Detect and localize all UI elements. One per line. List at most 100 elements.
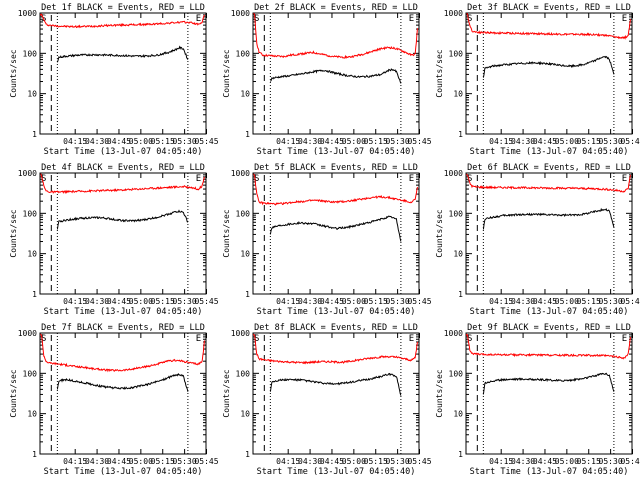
y-tick-label: 1000	[444, 9, 463, 18]
y-tick-label: 100	[23, 209, 38, 218]
y-tick-label: 1000	[231, 169, 250, 178]
y-tick-label: 1000	[444, 169, 463, 178]
x-tick-label: 05:30	[173, 137, 197, 146]
lld-series-line	[466, 13, 631, 40]
x-tick-label: 04:30	[511, 457, 535, 466]
events-series-line	[56, 209, 189, 230]
events-series-line	[269, 215, 402, 242]
x-tick-label: 05:30	[599, 297, 623, 306]
x-tick-label: 04:30	[85, 137, 109, 146]
x-tick-label: 05:00	[342, 297, 366, 306]
plot-frame	[465, 172, 633, 295]
x-tick-label: 05:30	[173, 297, 197, 306]
x-tick-label: 05:45	[194, 297, 218, 306]
end-marker: E	[622, 174, 627, 184]
x-tick-label: 04:15	[63, 137, 87, 146]
x-tick-label: 05:15	[364, 137, 388, 146]
x-tick-label: 05:15	[151, 297, 175, 306]
lld-series-line	[253, 173, 418, 206]
x-tick-label: 04:45	[107, 297, 131, 306]
x-tick-label: 04:45	[533, 457, 557, 466]
x-tick-label: 05:30	[599, 137, 623, 146]
y-tick-label: 10	[453, 250, 463, 259]
x-tick-label: 05:00	[555, 137, 579, 146]
plot-frame	[252, 332, 420, 455]
detector-panel: Det 3f BLACK = Events, RED = LLD 1 10 100 10…	[435, 3, 640, 157]
y-tick-label: 10	[453, 410, 463, 419]
detector-panel: Det 4f BLACK = Events, RED = LLD 1 10 100 10…	[9, 163, 219, 317]
events-series-line	[482, 372, 615, 395]
start-marker: S	[254, 334, 259, 344]
y-tick-label: 1	[458, 450, 463, 459]
y-tick-label: 1	[245, 450, 250, 459]
y-tick-label: 1000	[231, 329, 250, 338]
x-tick-label: 04:15	[63, 457, 87, 466]
x-axis-label: Start Time (13-Jul-07 04:05:40)	[470, 147, 629, 157]
panel-title: Det 1f BLACK = Events, RED = LLD	[41, 3, 205, 13]
plot-frame	[39, 332, 207, 455]
y-tick-label: 1	[458, 290, 463, 299]
detector-panel: Det 7f BLACK = Events, RED = LLD 1 10 100 10…	[9, 323, 219, 477]
y-tick-label: 10	[453, 90, 463, 99]
events-series-line	[482, 55, 615, 78]
events-series-line	[56, 372, 189, 392]
x-tick-label: 04:30	[85, 297, 109, 306]
y-tick-label: 10	[27, 250, 37, 259]
x-tick-label: 04:45	[107, 137, 131, 146]
start-marker: S	[254, 174, 259, 184]
y-tick-label: 100	[449, 209, 464, 218]
y-axis-label: Counts/sec	[9, 209, 18, 257]
x-tick-label: 04:30	[511, 137, 535, 146]
y-tick-label: 10	[27, 410, 37, 419]
x-tick-label: 04:15	[276, 137, 300, 146]
x-tick-label: 05:15	[151, 137, 175, 146]
x-axis-label: Start Time (13-Jul-07 04:05:40)	[44, 147, 203, 157]
x-tick-label: 04:15	[489, 297, 513, 306]
y-tick-label: 1	[245, 290, 250, 299]
y-tick-label: 1000	[18, 169, 37, 178]
detector-panel: Det 8f BLACK = Events, RED = LLD 1 10 100 10…	[222, 323, 432, 477]
y-tick-label: 10	[240, 90, 250, 99]
panel-title: Det 6f BLACK = Events, RED = LLD	[467, 163, 631, 173]
x-tick-label: 05:45	[620, 297, 640, 306]
start-marker: S	[467, 174, 472, 184]
events-series-line	[56, 45, 189, 63]
x-tick-label: 05:15	[577, 297, 601, 306]
end-marker: E	[196, 174, 201, 184]
panel-title: Det 4f BLACK = Events, RED = LLD	[41, 163, 205, 173]
start-marker: S	[467, 334, 472, 344]
x-tick-label: 05:45	[194, 137, 218, 146]
x-tick-label: 05:30	[173, 457, 197, 466]
y-tick-label: 10	[240, 250, 250, 259]
lld-series-line	[253, 12, 418, 59]
y-tick-label: 100	[236, 49, 251, 58]
y-axis-label: Counts/sec	[222, 209, 231, 257]
end-marker: E	[196, 14, 201, 24]
x-tick-label: 04:45	[320, 297, 344, 306]
plot-frame	[39, 172, 207, 295]
x-tick-label: 04:15	[276, 297, 300, 306]
y-axis-label: Counts/sec	[435, 209, 444, 257]
x-tick-label: 05:45	[407, 137, 431, 146]
detector-panel: Det 9f BLACK = Events, RED = LLD 1 10 100 10…	[435, 323, 640, 477]
x-tick-label: 05:15	[577, 457, 601, 466]
x-tick-label: 04:30	[85, 457, 109, 466]
detector-panel: Det 6f BLACK = Events, RED = LLD 1 10 100 10…	[435, 163, 640, 317]
start-marker: S	[254, 14, 259, 24]
panel-title: Det 9f BLACK = Events, RED = LLD	[467, 323, 631, 333]
detector-panel: Det 2f BLACK = Events, RED = LLD 1 10 100 10…	[222, 3, 432, 157]
lld-series-line	[252, 333, 418, 365]
x-tick-label: 05:00	[555, 457, 579, 466]
x-tick-label: 05:30	[599, 457, 623, 466]
x-tick-label: 04:45	[533, 297, 557, 306]
y-tick-label: 100	[23, 369, 38, 378]
x-tick-label: 05:15	[151, 457, 175, 466]
x-tick-label: 05:45	[620, 457, 640, 466]
x-tick-label: 05:00	[129, 297, 153, 306]
x-tick-label: 05:30	[386, 457, 410, 466]
y-tick-label: 1	[32, 450, 37, 459]
x-tick-label: 04:15	[489, 457, 513, 466]
y-tick-label: 1000	[18, 329, 37, 338]
panel-title: Det 5f BLACK = Events, RED = LLD	[254, 163, 418, 173]
